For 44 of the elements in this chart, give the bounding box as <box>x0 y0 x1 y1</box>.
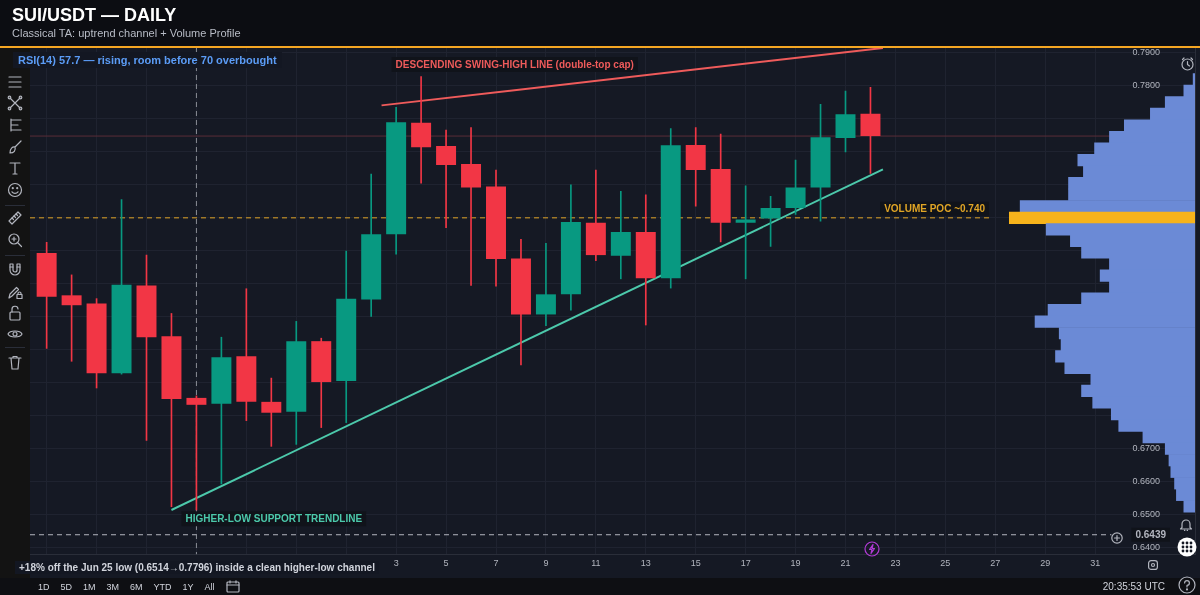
x-tick-label: 21 <box>840 558 851 569</box>
text: 1M <box>83 581 96 592</box>
annotation: RSI(14) 57.7 — rising, room before 70 overbought <box>13 52 282 68</box>
candlestick <box>461 127 482 286</box>
text: All <box>204 581 215 592</box>
x-tick-label: 13 <box>640 558 651 569</box>
candlestick <box>535 242 556 326</box>
x-tick-label: 15 <box>690 558 701 569</box>
x-tick-label: 17 <box>740 558 751 569</box>
y-tick-label: 0.7800 <box>1132 80 1160 91</box>
x-tick-label: 3 <box>393 558 399 569</box>
x-tick-label: 29 <box>1040 558 1051 569</box>
x-tick-label: 19 <box>790 558 801 569</box>
ref-line-label: 0.6439 <box>1135 528 1167 540</box>
x-tick-label: 31 <box>1090 558 1101 569</box>
x-tick-label: 11 <box>591 558 601 569</box>
candlestick <box>411 76 432 184</box>
text: 20:35:53 UTC <box>1102 580 1165 594</box>
x-tick-label: 25 <box>940 558 951 569</box>
series-label: DESCENDING SWING-HIGH LINE (double-top cap) <box>395 58 634 70</box>
chart-subtitle: Classical TA: uptrend channel + Volume Profile <box>12 27 241 39</box>
chart-title: SUI/USDT — DAILY <box>12 5 177 26</box>
ref-line-label: VOLUME POC ~0.740 <box>884 203 986 215</box>
bar <box>1009 211 1195 224</box>
y-tick-label: 0.6600 <box>1132 476 1160 487</box>
y-tick-label: 0.7900 <box>1132 47 1160 58</box>
x-tick-label: 7 <box>493 558 499 569</box>
text: 1Y <box>182 581 194 592</box>
candlestick <box>261 377 282 447</box>
text: 1D <box>38 581 50 592</box>
text: YTD <box>153 581 172 592</box>
y-tick-label: 0.6700 <box>1132 443 1160 454</box>
x-tick-label: 23 <box>890 558 901 569</box>
text: +18% off the Jun 25 low (0.6514→0.7796) inside a clean higher-low channel <box>15 561 379 574</box>
x-tick-label: 5 <box>443 558 449 569</box>
text: 6M <box>130 581 143 592</box>
text: 3M <box>106 581 120 592</box>
x-tick-label: 27 <box>990 558 1001 569</box>
y-tick-label: 0.6400 <box>1132 542 1160 553</box>
text: 5D <box>60 581 73 592</box>
x-tick-label: 9 <box>543 558 549 569</box>
candlestick <box>436 129 457 229</box>
series-label: HIGHER-LOW SUPPORT TRENDLINE <box>185 512 363 524</box>
y-tick-label: 0.6500 <box>1132 509 1160 520</box>
